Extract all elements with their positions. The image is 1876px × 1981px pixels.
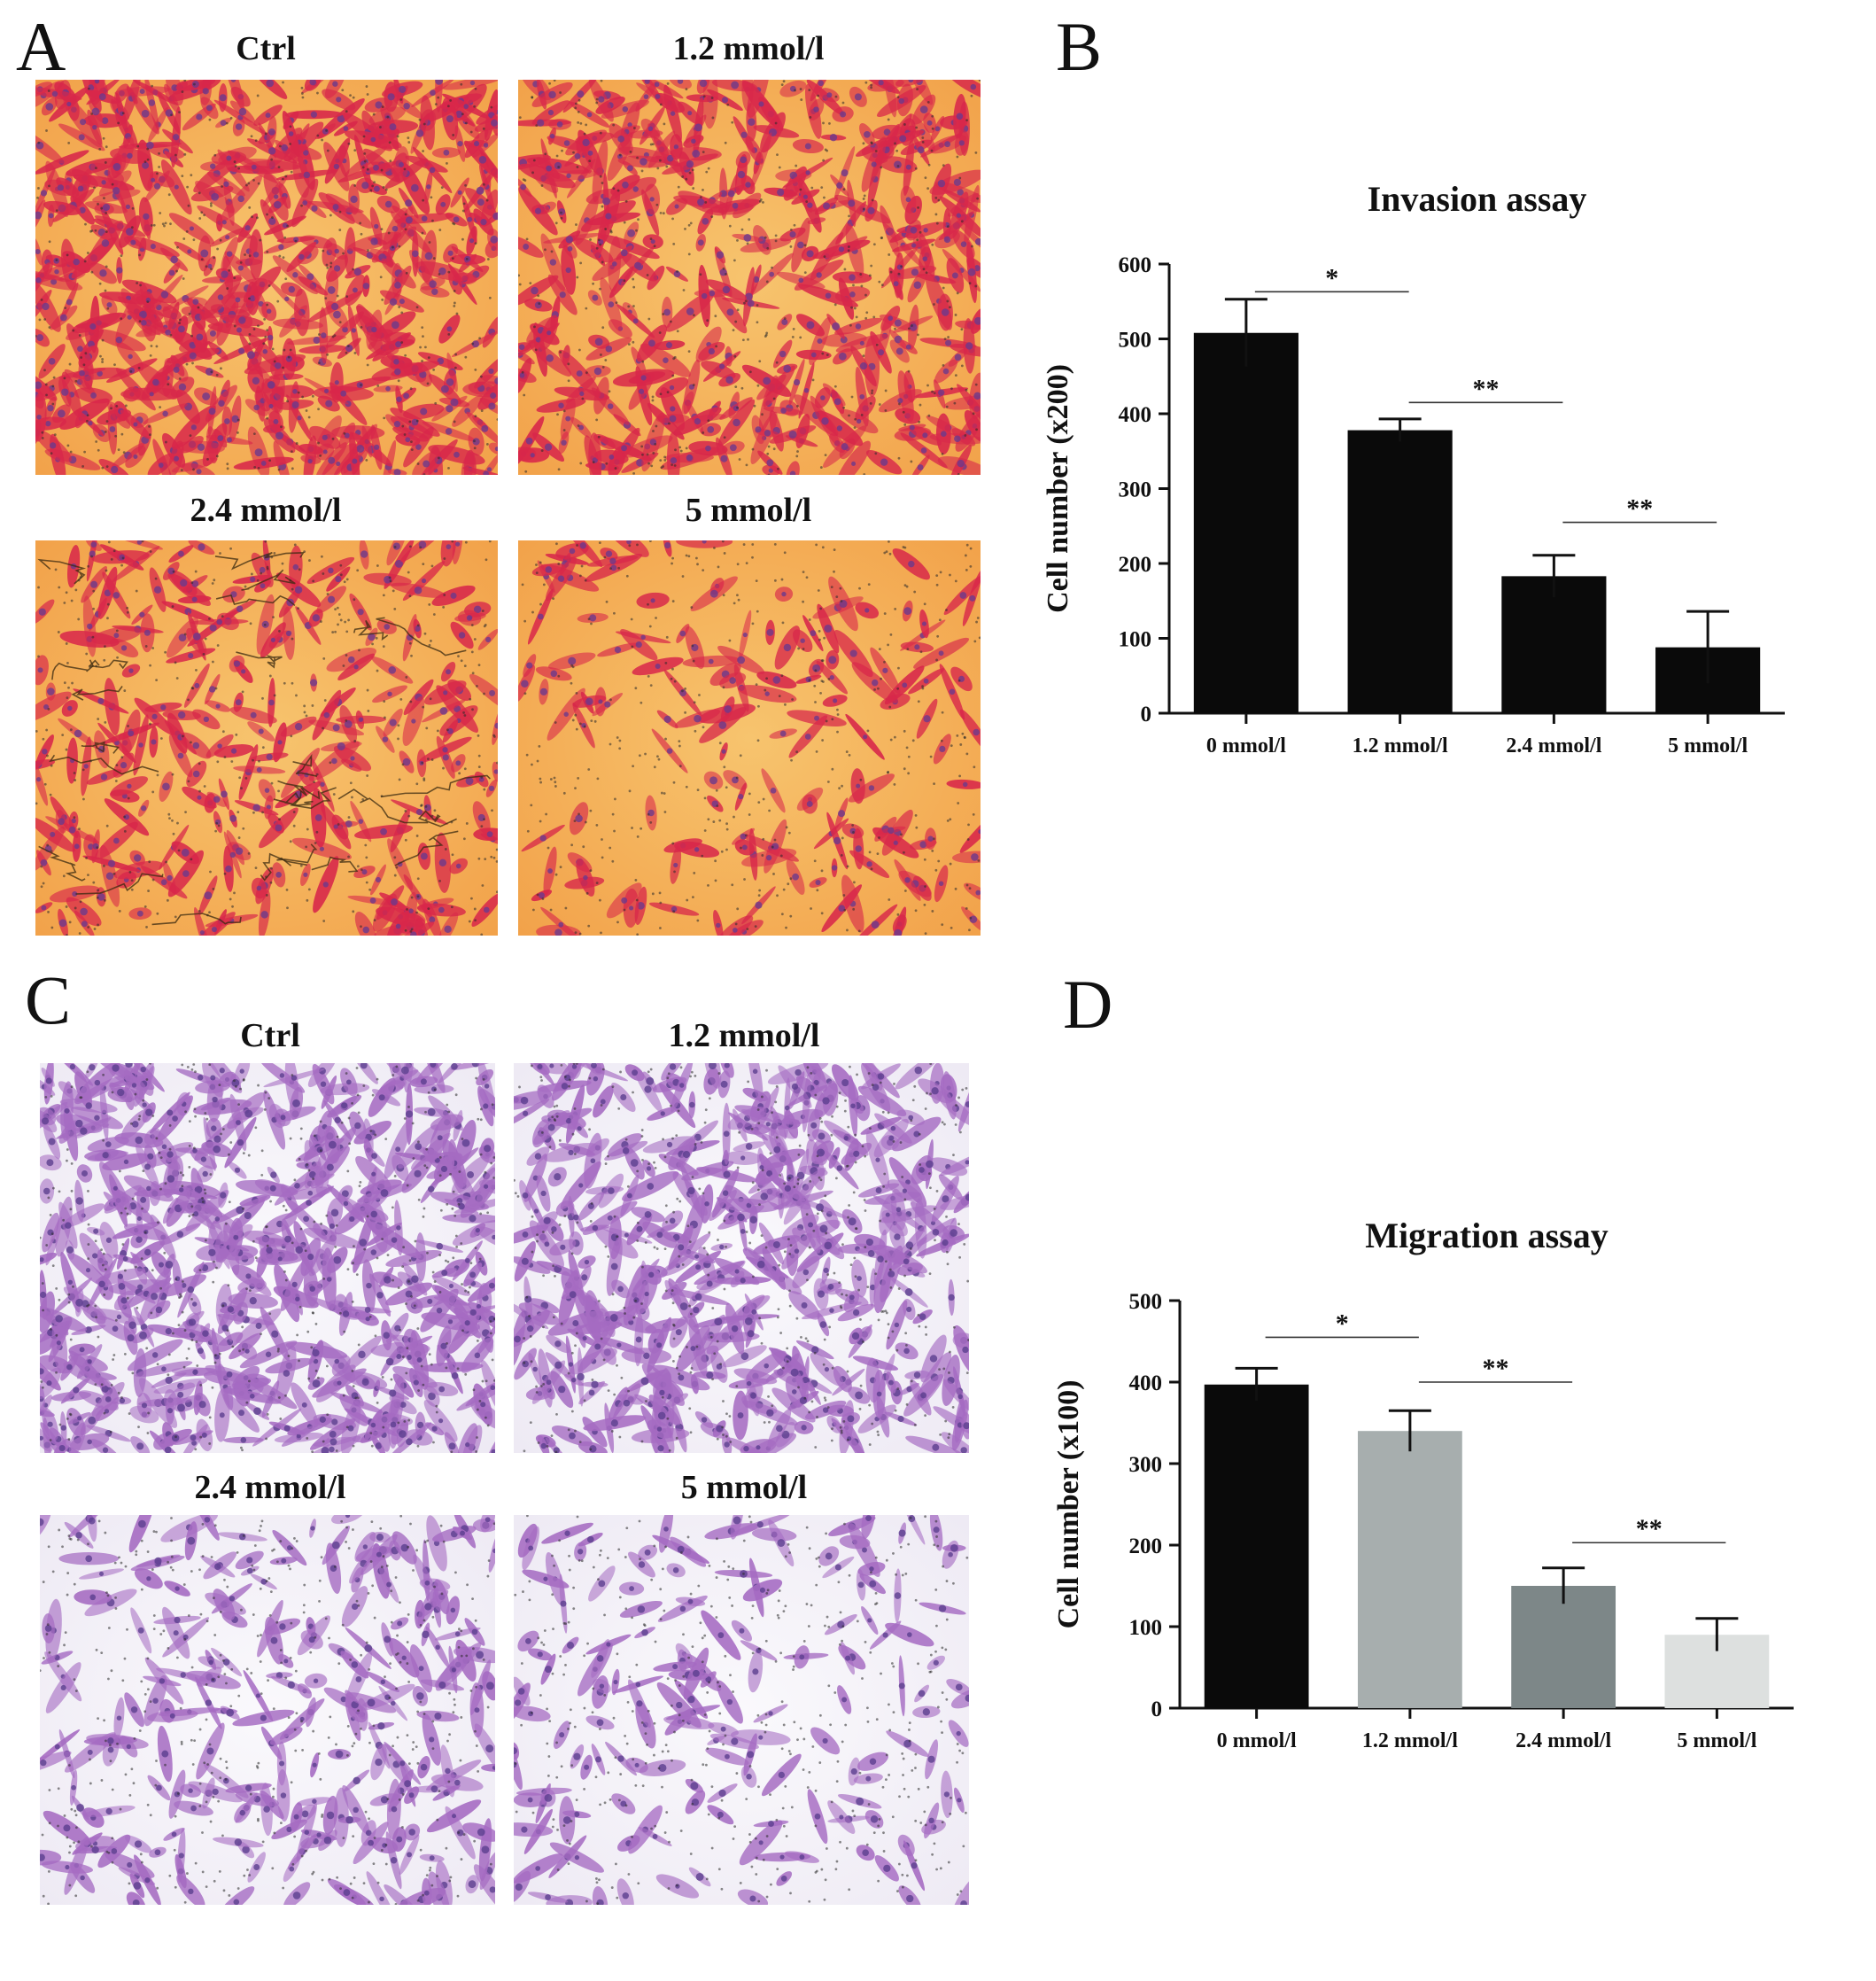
bar — [1664, 1635, 1770, 1708]
micrograph-title: 2.4 mmol/l — [194, 1469, 346, 1506]
y-tick-label: 500 — [1129, 1290, 1163, 1314]
y-tick-label: 0 — [1151, 1697, 1163, 1721]
y-tick-label: 100 — [1129, 1616, 1163, 1640]
bar — [1204, 1384, 1309, 1708]
micrograph-migration-2-4 — [40, 1515, 495, 1905]
micrograph-title: 2.4 mmol/l — [190, 492, 342, 529]
y-tick-label: 0 — [1141, 703, 1152, 726]
micrograph-migration-ctrl — [40, 1063, 495, 1453]
panel-letter-b: B — [1056, 8, 1103, 85]
x-tick-label: 0 mmol/l — [1206, 734, 1286, 757]
y-tick-label: 300 — [1129, 1453, 1163, 1477]
bar — [1193, 332, 1298, 713]
bar — [1511, 1586, 1616, 1708]
micrograph-title: 1.2 mmol/l — [672, 30, 825, 67]
bar — [1501, 576, 1607, 713]
y-axis-label: Cell number (x100) — [1052, 1380, 1085, 1629]
y-tick-label: 400 — [1119, 403, 1152, 427]
chart-title: Invasion assay — [1368, 179, 1587, 219]
x-tick-label: 5 mmol/l — [1677, 1729, 1756, 1752]
chart-title: Migration assay — [1365, 1216, 1608, 1255]
micrograph-title: Ctrl — [240, 1017, 300, 1054]
y-tick-label: 500 — [1119, 329, 1152, 353]
bar — [1347, 430, 1453, 713]
x-tick-label: 1.2 mmol/l — [1353, 734, 1448, 757]
significance-label: ** — [1483, 1354, 1509, 1383]
micrograph-migration-5 — [514, 1515, 969, 1905]
x-tick-label: 1.2 mmol/l — [1362, 1729, 1458, 1752]
y-tick-label: 600 — [1119, 253, 1152, 277]
micrograph-title: 1.2 mmol/l — [668, 1017, 820, 1054]
significance-label: ** — [1626, 494, 1653, 524]
x-tick-label: 5 mmol/l — [1668, 734, 1748, 757]
x-tick-label: 0 mmol/l — [1217, 1729, 1297, 1752]
y-tick-label: 400 — [1129, 1371, 1163, 1395]
bar — [1357, 1431, 1462, 1708]
significance-label: * — [1336, 1309, 1349, 1338]
significance-label: ** — [1636, 1514, 1663, 1543]
micrograph-title: 5 mmol/l — [685, 492, 812, 529]
micrograph-migration-1-2 — [514, 1063, 969, 1453]
micrograph-title: 5 mmol/l — [680, 1469, 808, 1506]
panel-letter-a: A — [16, 8, 66, 85]
y-tick-label: 300 — [1119, 478, 1152, 502]
micrograph-title: Ctrl — [236, 30, 296, 67]
micrograph-invasion-5 — [518, 540, 981, 936]
micrograph-invasion-ctrl — [35, 80, 498, 475]
y-tick-label: 200 — [1129, 1534, 1163, 1558]
x-tick-label: 2.4 mmol/l — [1506, 734, 1601, 757]
micrograph-invasion-1-2 — [518, 80, 981, 475]
panel-letter-d: D — [1063, 966, 1113, 1043]
bar — [1655, 647, 1761, 713]
panel-letter-c: C — [25, 961, 72, 1038]
y-axis-label: Cell number (x200) — [1042, 364, 1074, 613]
significance-label: ** — [1473, 374, 1500, 403]
significance-label: * — [1325, 263, 1338, 292]
x-tick-label: 2.4 mmol/l — [1516, 1729, 1611, 1752]
y-tick-label: 200 — [1119, 553, 1152, 577]
y-tick-label: 100 — [1119, 628, 1152, 652]
micrograph-invasion-2-4 — [35, 540, 498, 936]
